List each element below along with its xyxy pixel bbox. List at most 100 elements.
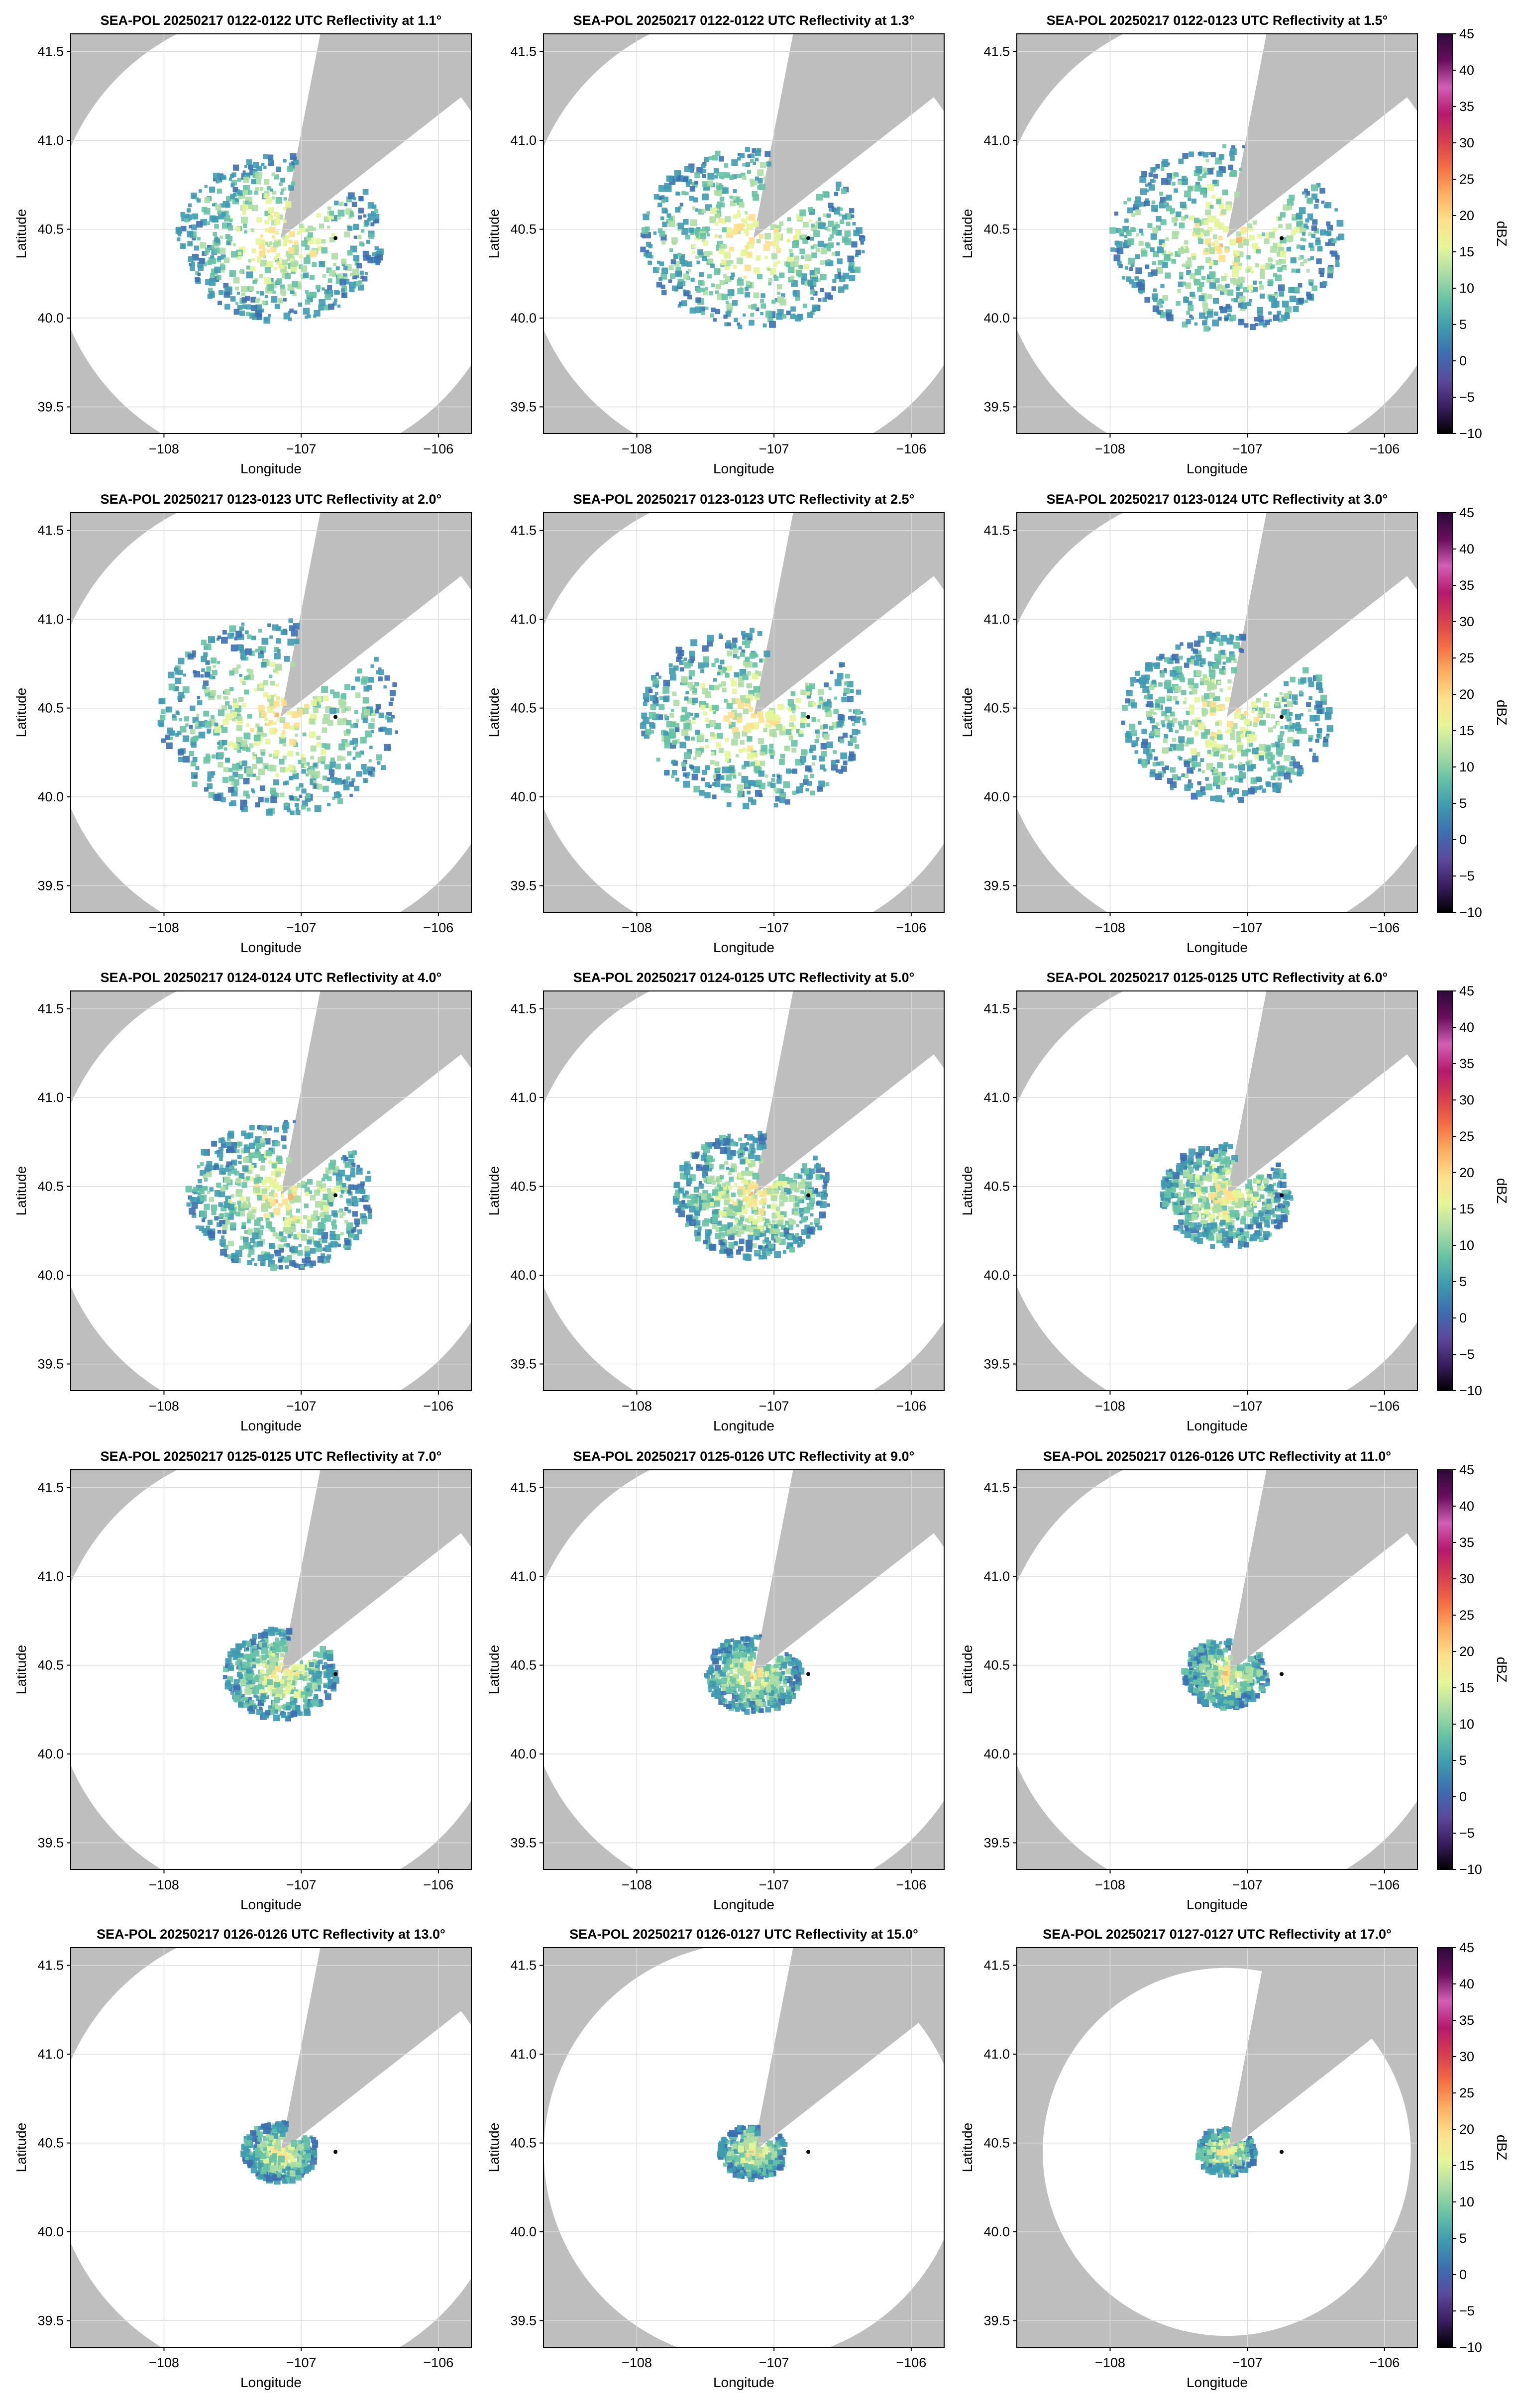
colorbar-tick-label: −10 — [1459, 1383, 1482, 1398]
tick-labels: −108 −107 −106 39.5 40.0 40.5 41.0 41.5 — [37, 1958, 453, 2370]
y-tick-label: 40.0 — [983, 1747, 1010, 1761]
colorbar-tick-label: 15 — [1459, 2158, 1474, 2173]
y-axis-label: Latitude — [486, 2123, 502, 2173]
colorbar-tick-label: 5 — [1459, 1753, 1467, 1768]
panel-title: SEA-POL 20250217 0125-0126 UTC Reflectiv… — [573, 1449, 915, 1464]
y-tick-label: 41.5 — [510, 1958, 537, 1973]
x-axis-label: Longitude — [1187, 461, 1248, 476]
y-tick-label: 40.0 — [983, 311, 1010, 326]
radar-coverage-area — [1017, 513, 1417, 912]
y-tick-label: 39.5 — [983, 878, 1010, 893]
y-axis-label: Latitude — [486, 1645, 502, 1695]
colorbar-tick-label: 25 — [1459, 651, 1474, 665]
x-axis-label: Longitude — [713, 940, 774, 955]
colorbar-tick-label: 15 — [1459, 1680, 1474, 1695]
panel-title: SEA-POL 20250217 0123-0123 UTC Reflectiv… — [573, 492, 915, 507]
x-tick-label: −108 — [1095, 1399, 1125, 1414]
colorbar-tick-label: 20 — [1459, 2122, 1474, 2137]
x-axis-label: Longitude — [713, 1897, 774, 1912]
y-tick-label: 39.5 — [510, 399, 537, 414]
colorbar-label: dBZ — [1494, 2135, 1510, 2160]
reflectivity-echoes — [222, 1627, 339, 1722]
site-marker — [333, 236, 338, 240]
x-tick-label: −107 — [1232, 1877, 1263, 1892]
axes-frame — [1016, 1947, 1418, 2348]
site-marker — [1280, 715, 1284, 719]
tick-labels: −108 −107 −106 39.5 40.0 40.5 41.0 41.5 — [37, 44, 453, 456]
x-tick-label: −106 — [423, 1877, 453, 1892]
axes-frame — [1016, 1469, 1418, 1870]
y-tick-label: 39.5 — [510, 1835, 537, 1850]
y-tick-label: 40.5 — [37, 222, 64, 237]
x-axis-label: Longitude — [240, 1418, 302, 1433]
colorbar-tick-label: 35 — [1459, 99, 1474, 114]
x-axis-label: Longitude — [240, 940, 302, 955]
axes-frame — [543, 1947, 945, 2348]
y-tick-label: 40.0 — [510, 2224, 537, 2239]
x-tick-label: −106 — [896, 1877, 926, 1892]
colorbar: 45 40 35 30 25 20 15 10 5 0 −5 −10 dBZ — [1437, 1462, 1510, 1877]
colorbar-tick-label: 30 — [1459, 614, 1474, 629]
x-axis-label: Longitude — [713, 461, 774, 476]
x-tick-label: −108 — [1095, 2355, 1125, 2370]
colorbar-tick-label: 40 — [1459, 1499, 1474, 1514]
y-tick-label: 41.0 — [37, 612, 64, 627]
colorbar-tick-label: −10 — [1459, 2340, 1482, 2355]
x-tick-label: −108 — [622, 1877, 652, 1892]
colorbar-label: dBZ — [1494, 1657, 1510, 1682]
x-tick-label: −107 — [1232, 441, 1263, 456]
colorbar-label: dBZ — [1494, 221, 1510, 246]
y-tick-label: 41.5 — [510, 1001, 537, 1016]
x-tick-label: −106 — [1369, 920, 1400, 935]
tick-labels: −108 −107 −106 39.5 40.0 40.5 41.0 41.5 — [983, 1480, 1400, 1892]
tick-labels: −108 −107 −106 39.5 40.0 40.5 41.0 41.5 — [983, 1958, 1400, 2370]
x-axis-label: Longitude — [240, 2375, 302, 2390]
colorbar-tick-label: 35 — [1459, 1056, 1474, 1071]
tick-labels: −108 −107 −106 39.5 40.0 40.5 41.0 41.5 — [510, 1480, 926, 1892]
axes-frame — [70, 1947, 472, 2348]
colorbar-tick-label: 5 — [1459, 1274, 1467, 1289]
reflectivity-echoes — [1109, 144, 1345, 332]
radar-panel-11: −108 −107 −106 39.5 40.0 40.5 41.0 41.5 SEA-POL … — [486, 1449, 945, 1912]
colorbar-tick-label: 25 — [1459, 2085, 1474, 2100]
tick-labels: −108 −107 −106 39.5 40.0 40.5 41.0 41.5 — [37, 1480, 453, 1892]
y-tick-label: 39.5 — [983, 2313, 1010, 2328]
colorbar-tick-label: −5 — [1459, 390, 1475, 405]
colorbar-tick-label: 0 — [1459, 353, 1467, 368]
colorbar-tick-label: −10 — [1459, 905, 1482, 920]
colorbar-tick-label: 45 — [1459, 1940, 1474, 1955]
x-axis-label: Longitude — [1187, 940, 1248, 955]
grid-lines — [543, 991, 944, 1391]
y-tick-label: 39.5 — [37, 878, 64, 893]
grid-lines — [71, 1948, 471, 2347]
x-tick-label: −108 — [149, 1399, 179, 1414]
colorbar-tick-label: 20 — [1459, 1165, 1474, 1180]
colorbar-tick-label: 10 — [1459, 281, 1474, 296]
colorbar-tick-label: 15 — [1459, 723, 1474, 738]
x-tick-label: −108 — [1095, 1877, 1125, 1892]
colorbar-tick-label: 25 — [1459, 172, 1474, 187]
colorbar-tick-label: 45 — [1459, 26, 1474, 41]
colorbar-tick-label: 30 — [1459, 135, 1474, 150]
tick-labels: −108 −107 −106 39.5 40.0 40.5 41.0 41.5 — [510, 44, 926, 456]
panel-title: SEA-POL 20250217 0126-0126 UTC Reflectiv… — [97, 1927, 445, 1942]
y-tick-label: 39.5 — [983, 1356, 1010, 1371]
axes-frame — [70, 512, 472, 913]
y-tick-label: 41.5 — [510, 523, 537, 538]
x-tick-label: −108 — [622, 2355, 652, 2370]
y-tick-label: 41.5 — [983, 1958, 1010, 1973]
reflectivity-echoes — [240, 2120, 319, 2185]
y-tick-label: 39.5 — [510, 878, 537, 893]
y-tick-label: 41.5 — [983, 1001, 1010, 1016]
x-tick-label: −107 — [759, 920, 789, 935]
colorbar-tick-label: 45 — [1459, 505, 1474, 520]
x-tick-label: −107 — [759, 2355, 789, 2370]
x-tick-label: −106 — [1369, 1877, 1400, 1892]
y-axis-label: Latitude — [960, 2123, 975, 2173]
axes-frame — [1016, 512, 1418, 913]
reflectivity-echoes — [1181, 1638, 1270, 1711]
colorbar-tick-label: −10 — [1459, 1862, 1482, 1877]
colorbar: 45 40 35 30 25 20 15 10 5 0 −5 −10 dBZ — [1437, 26, 1510, 441]
y-tick-label: 39.5 — [37, 1835, 64, 1850]
radar-coverage-area — [1017, 34, 1417, 434]
